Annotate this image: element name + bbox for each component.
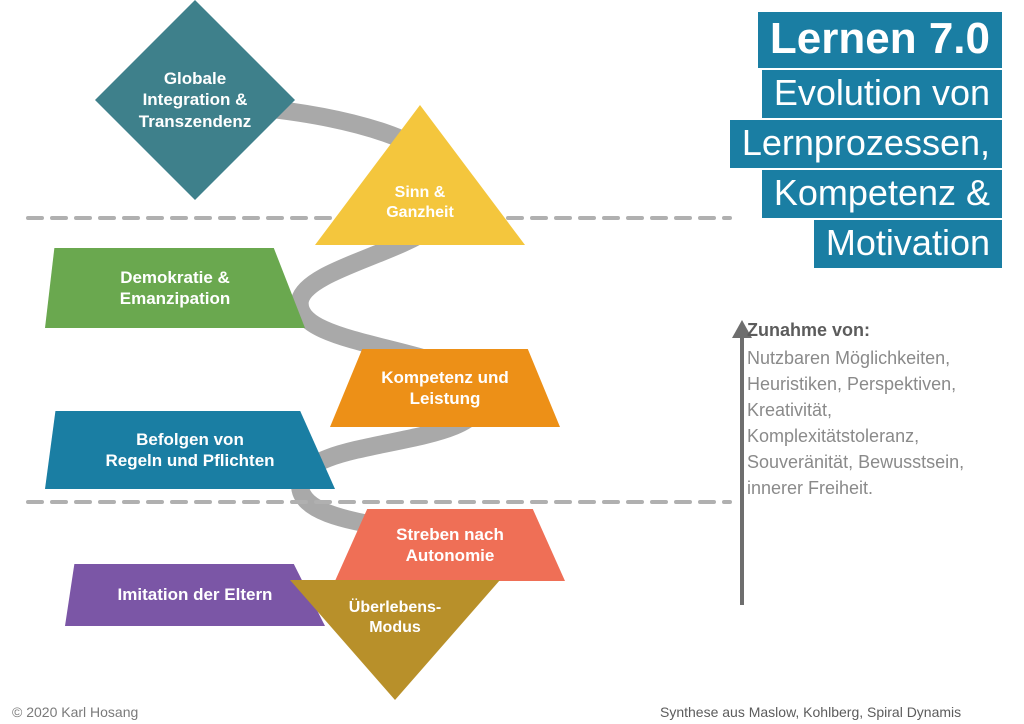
copyright-note: © 2020 Karl Hosang [12,704,138,720]
node-globale [95,0,295,200]
node-demokratie [45,248,305,328]
node-kompetenz [330,349,560,427]
synthesis-note: Synthese aus Maslow, Kohlberg, Spiral Dy… [660,704,961,720]
title-line: Lernen 7.0 [758,12,1002,68]
title-line: Motivation [814,220,1002,268]
side-list: Nutzbaren Möglichkeiten, Heuristiken, Pe… [747,345,1002,502]
node-imitation [65,564,325,626]
side-heading: Zunahme von: [747,320,1002,341]
title-line: Lernprozessen, [730,120,1002,168]
side-panel: Zunahme von: Nutzbaren Möglichkeiten, He… [747,320,1002,502]
node-ueberleben [290,580,500,700]
title-block: Lernen 7.0Evolution vonLernprozessen,Kom… [730,12,1002,270]
node-autonomie [335,509,565,581]
title-line: Evolution von [762,70,1002,118]
node-regeln [45,411,335,489]
title-line: Kompetenz & [762,170,1002,218]
